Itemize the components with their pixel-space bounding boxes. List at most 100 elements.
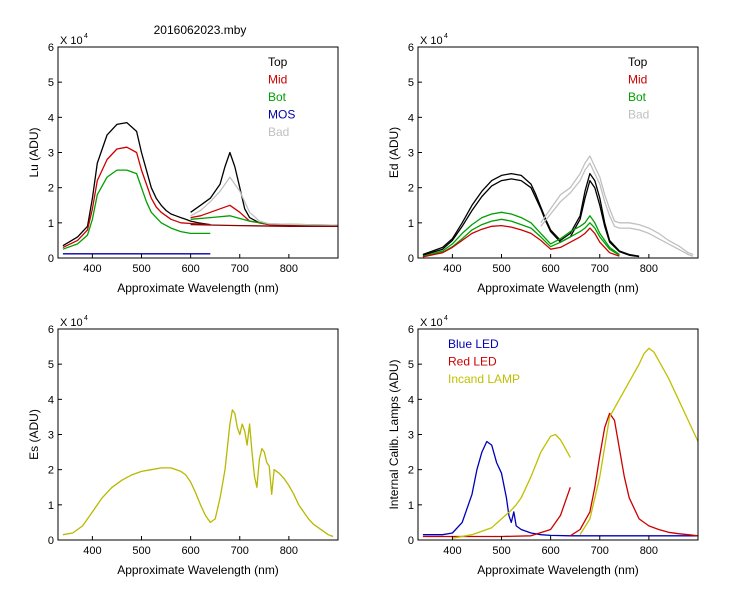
x-axis-label: Approximate Wavelength (nm): [477, 281, 639, 295]
series-line-bot: [62, 169, 211, 250]
y-tick-label: 5: [48, 77, 54, 89]
y-tick-label: 0: [48, 253, 54, 265]
series-line-top: [190, 151, 338, 226]
y-tick-label: 5: [48, 359, 54, 371]
series-line-es: [62, 409, 334, 538]
x-tick-label: 600: [181, 263, 199, 275]
y-tick-label: 5: [408, 359, 414, 371]
y-multiplier-exponent: 4: [444, 315, 448, 322]
x-tick-label: 500: [492, 263, 510, 275]
x-tick-label: 700: [231, 545, 249, 557]
y-tick-label: 2: [408, 183, 414, 195]
x-tick-label: 700: [591, 263, 609, 275]
y-tick-label: 6: [408, 42, 414, 54]
x-tick-label: 400: [83, 545, 101, 557]
y-multiplier: X 10: [420, 317, 443, 329]
y-multiplier-exponent: 4: [84, 315, 88, 322]
series-line-mid: [422, 224, 620, 258]
series-line-incand-lamp: [452, 433, 571, 539]
legend-entry-incand-lamp: Incand LAMP: [448, 372, 520, 386]
y-tick-label: 3: [408, 148, 414, 160]
series-line-mid: [62, 146, 211, 248]
y-tick-label: 0: [48, 535, 54, 547]
y-multiplier: X 10: [60, 35, 83, 47]
y-axis-label: Ed (ADU): [387, 127, 401, 178]
y-tick-label: 4: [48, 112, 54, 124]
y-tick-label: 4: [48, 394, 54, 406]
series-line-bad: [540, 162, 694, 257]
x-axis-label: Approximate Wavelength (nm): [117, 563, 279, 577]
legend-entry-mos: MOS: [268, 108, 295, 122]
y-tick-label: 1: [48, 500, 54, 512]
series-line-bad: [190, 176, 338, 226]
y-multiplier: X 10: [60, 317, 83, 329]
y-tick-label: 6: [408, 324, 414, 336]
series-line-top: [62, 121, 211, 247]
y-multiplier-exponent: 4: [84, 33, 88, 40]
y-axis-label: Es (ADU): [27, 409, 41, 460]
legend-entry-bot: Bot: [268, 90, 287, 104]
legend-entry-bad: Bad: [628, 108, 649, 122]
y-tick-label: 3: [408, 430, 414, 442]
series-line-bot: [422, 218, 620, 258]
legend-entry-blue-led: Blue LED: [448, 337, 499, 351]
legend-entry-top: Top: [628, 55, 648, 69]
y-tick-label: 6: [48, 42, 54, 54]
x-tick-label: 600: [541, 263, 559, 275]
y-multiplier-exponent: 4: [444, 33, 448, 40]
x-tick-label: 400: [443, 545, 461, 557]
series-line-dark: [190, 223, 338, 227]
x-tick-label: 800: [640, 263, 658, 275]
y-multiplier: X 10: [420, 35, 443, 47]
x-tick-label: 600: [181, 545, 199, 557]
y-tick-label: 6: [48, 324, 54, 336]
x-axis-label: Approximate Wavelength (nm): [117, 281, 279, 295]
x-tick-label: 500: [132, 263, 150, 275]
plot-frame: [57, 328, 339, 541]
y-tick-label: 3: [48, 430, 54, 442]
x-tick-label: 800: [640, 545, 658, 557]
series-line-incand-lamp: [579, 347, 698, 536]
legend-entry-bot: Bot: [628, 90, 647, 104]
y-tick-label: 1: [408, 218, 414, 230]
x-tick-label: 700: [231, 263, 249, 275]
legend-entry-top: Top: [268, 55, 288, 69]
series-line-bad: [540, 155, 694, 256]
y-tick-label: 0: [408, 535, 414, 547]
x-tick-label: 700: [591, 545, 609, 557]
y-tick-label: 5: [408, 77, 414, 89]
y-tick-label: 1: [48, 218, 54, 230]
y-tick-label: 2: [48, 465, 54, 477]
y-axis-label: Internal Calib. Lamps (ADU): [387, 359, 401, 509]
legend-entry-mid: Mid: [268, 73, 287, 87]
x-tick-label: 400: [83, 263, 101, 275]
series-line-red-led: [422, 487, 571, 538]
legend-entry-mid: Mid: [628, 73, 647, 87]
y-tick-label: 2: [48, 183, 54, 195]
y-tick-label: 1: [408, 500, 414, 512]
y-tick-label: 2: [408, 465, 414, 477]
x-tick-label: 400: [443, 263, 461, 275]
x-axis-label: Approximate Wavelength (nm): [477, 563, 639, 577]
x-tick-label: 800: [280, 545, 298, 557]
legend-entry-red-led: Red LED: [448, 355, 497, 369]
y-tick-label: 4: [408, 112, 414, 124]
series-line-bot: [422, 211, 620, 257]
series-line-red-led: [569, 412, 698, 537]
y-tick-label: 0: [408, 253, 414, 265]
y-tick-label: 4: [408, 394, 414, 406]
figure-title: 2016062023.mby: [154, 23, 247, 37]
series-line-blue-led: [422, 440, 698, 537]
y-tick-label: 3: [48, 148, 54, 160]
x-tick-label: 500: [132, 545, 150, 557]
x-tick-label: 600: [541, 545, 559, 557]
x-tick-label: 800: [280, 263, 298, 275]
legend-entry-bad: Bad: [268, 125, 289, 139]
x-tick-label: 500: [492, 545, 510, 557]
y-axis-label: Lu (ADU): [27, 127, 41, 177]
